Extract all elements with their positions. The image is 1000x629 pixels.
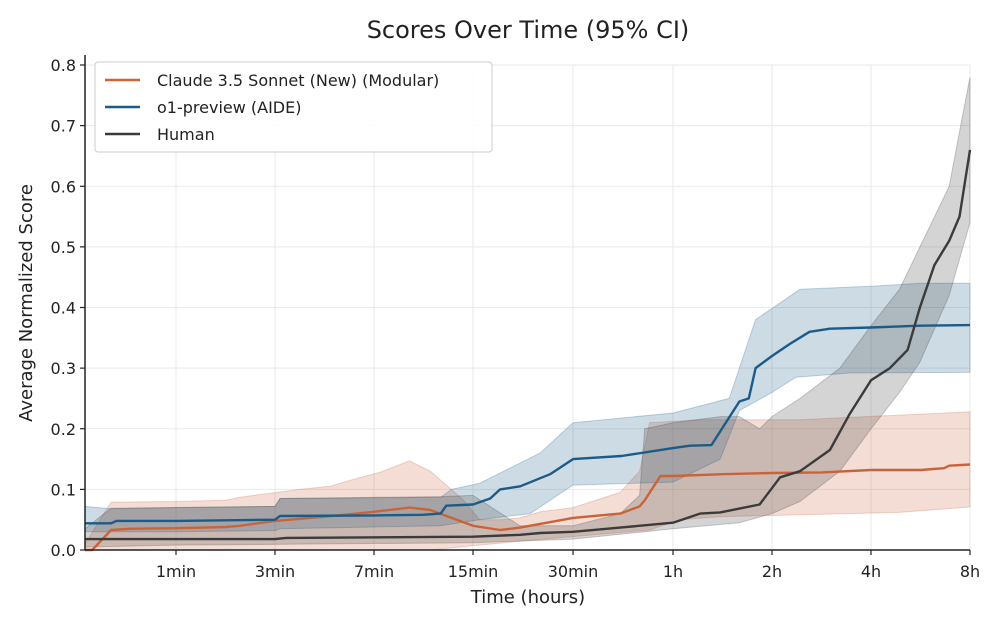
o1-preview-aide-ci-band xyxy=(84,282,971,533)
legend-box xyxy=(94,61,493,153)
x-tick-label: 1h xyxy=(663,562,683,581)
claude-3-5-sonnet-new-modular-line xyxy=(85,463,971,552)
o1-preview-aide-line xyxy=(85,323,971,525)
y-tick-label: 0.0 xyxy=(51,541,76,560)
x-tick-label: 4h xyxy=(861,562,881,581)
x-tick-label: 8h xyxy=(960,562,980,581)
y-tick-label: 0.8 xyxy=(51,56,76,75)
y-axis-label: Average Normalized Score xyxy=(16,184,37,422)
y-tick-label: 0.6 xyxy=(51,177,76,196)
y-tick-label: 0.3 xyxy=(51,359,76,378)
x-tick-label: 30min xyxy=(548,562,599,581)
y-tick-label: 0.4 xyxy=(51,299,76,318)
y-tick-label: 0.2 xyxy=(51,420,76,439)
x-tick-label: 15min xyxy=(448,562,499,581)
y-tick-label: 0.7 xyxy=(51,117,76,136)
x-tick-label: 7min xyxy=(354,562,394,581)
legend-label: Human xyxy=(157,125,215,144)
legend-label: Claude 3.5 Sonnet (New) (Modular) xyxy=(157,71,439,90)
y-tick-label: 0.1 xyxy=(51,480,76,499)
x-tick-label: 1min xyxy=(156,562,196,581)
human-ci-band xyxy=(84,77,971,548)
axes: 0.0 0.1 0.2 0.3 0.4 0.5 0.6 0.7 0.8 1min 3min 7min 1… xyxy=(51,55,980,581)
x-tick-label: 2h xyxy=(762,562,782,581)
legend-label: o1-preview (AIDE) xyxy=(157,98,301,117)
series-lines xyxy=(85,149,972,552)
chart-title: Scores Over Time (95% CI) xyxy=(367,16,690,44)
x-axis-label: Time (hours) xyxy=(470,587,585,608)
y-tick-label: 0.5 xyxy=(51,238,76,257)
legend: Claude 3.5 Sonnet (New) (Modular) o1-prev… xyxy=(94,61,493,153)
human-line xyxy=(85,149,972,541)
x-tick-label: 3min xyxy=(255,562,295,581)
